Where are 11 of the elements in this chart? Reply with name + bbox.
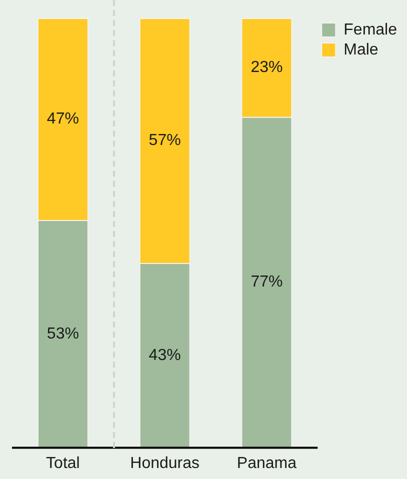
data-label: 47% <box>46 110 79 128</box>
x-tick-label: Honduras <box>130 454 200 472</box>
x-tick-label: Total <box>46 454 80 472</box>
legend-label: Female <box>344 21 398 38</box>
data-label: 57% <box>148 132 181 149</box>
x-tick-label: Panama <box>236 454 297 472</box>
data-label: 23% <box>250 58 283 76</box>
data-label: 77% <box>250 274 283 291</box>
data-label: 43% <box>148 346 181 364</box>
legend-label: Male <box>344 41 378 58</box>
data-label: 53% <box>46 325 79 342</box>
